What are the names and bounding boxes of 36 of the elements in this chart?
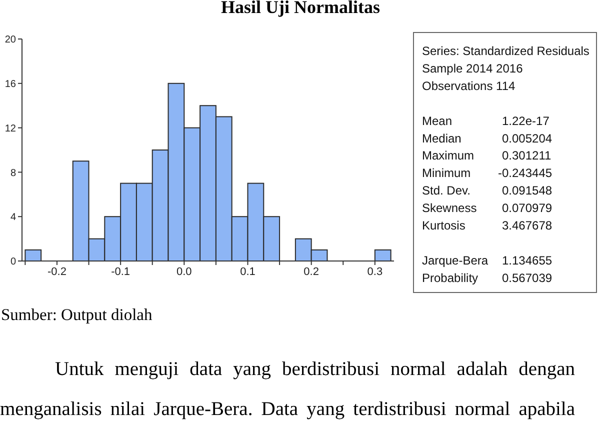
- text: Median: [422, 131, 462, 146]
- text: Jarque-Bera: [422, 253, 488, 268]
- text: Probability: [422, 270, 478, 285]
- text: Observations 114: [422, 78, 516, 93]
- text: Maximum: [422, 148, 474, 163]
- text: Kurtosis: [422, 218, 466, 232]
- text: Sample 2014 2016: [422, 61, 524, 76]
- text: 0.005204: [502, 131, 552, 146]
- y-tick-label: 0: [10, 256, 16, 268]
- text: Minimum: [422, 166, 471, 180]
- text: -0.243445: [498, 166, 552, 180]
- text: Untuk menguji data yang berdistribusi normal adalah dengan menganalisis nilai Jarque-Bera. Data yang terdistribusi normal apabila: [0, 358, 575, 422]
- text: Mean: [422, 114, 452, 128]
- text: 0.091548: [502, 184, 552, 198]
- text: Series: Standardized Residuals: [422, 44, 590, 58]
- text: 1.22e-17: [502, 114, 550, 128]
- y-tick-label: 20: [4, 34, 16, 46]
- chart-title: Hasil Uji Normalitas: [220, 0, 381, 17]
- text: 1.134655: [502, 253, 552, 268]
- text: Std. Dev.: [422, 184, 470, 198]
- y-tick-label: 16: [4, 78, 16, 90]
- text: 0.567039: [502, 270, 552, 285]
- y-tick-label: 4: [10, 212, 16, 224]
- x-tick-label: 0.3: [367, 266, 383, 278]
- text: 0.301211: [502, 148, 552, 163]
- x-tick-label: -0.2: [47, 266, 66, 278]
- text: 3.467678: [502, 218, 552, 232]
- text: Skewness: [422, 201, 477, 216]
- x-tick-label: 0.2: [304, 266, 319, 278]
- text: Sumber: Output diolah: [1, 305, 152, 324]
- text: 0.070979: [502, 201, 552, 216]
- x-tick-label: -0.1: [111, 266, 130, 278]
- x-tick-label: 0.0: [176, 266, 192, 278]
- y-tick-label: 8: [10, 168, 16, 179]
- x-tick-label: 0.1: [240, 266, 256, 278]
- y-tick-label: 12: [4, 123, 16, 134]
